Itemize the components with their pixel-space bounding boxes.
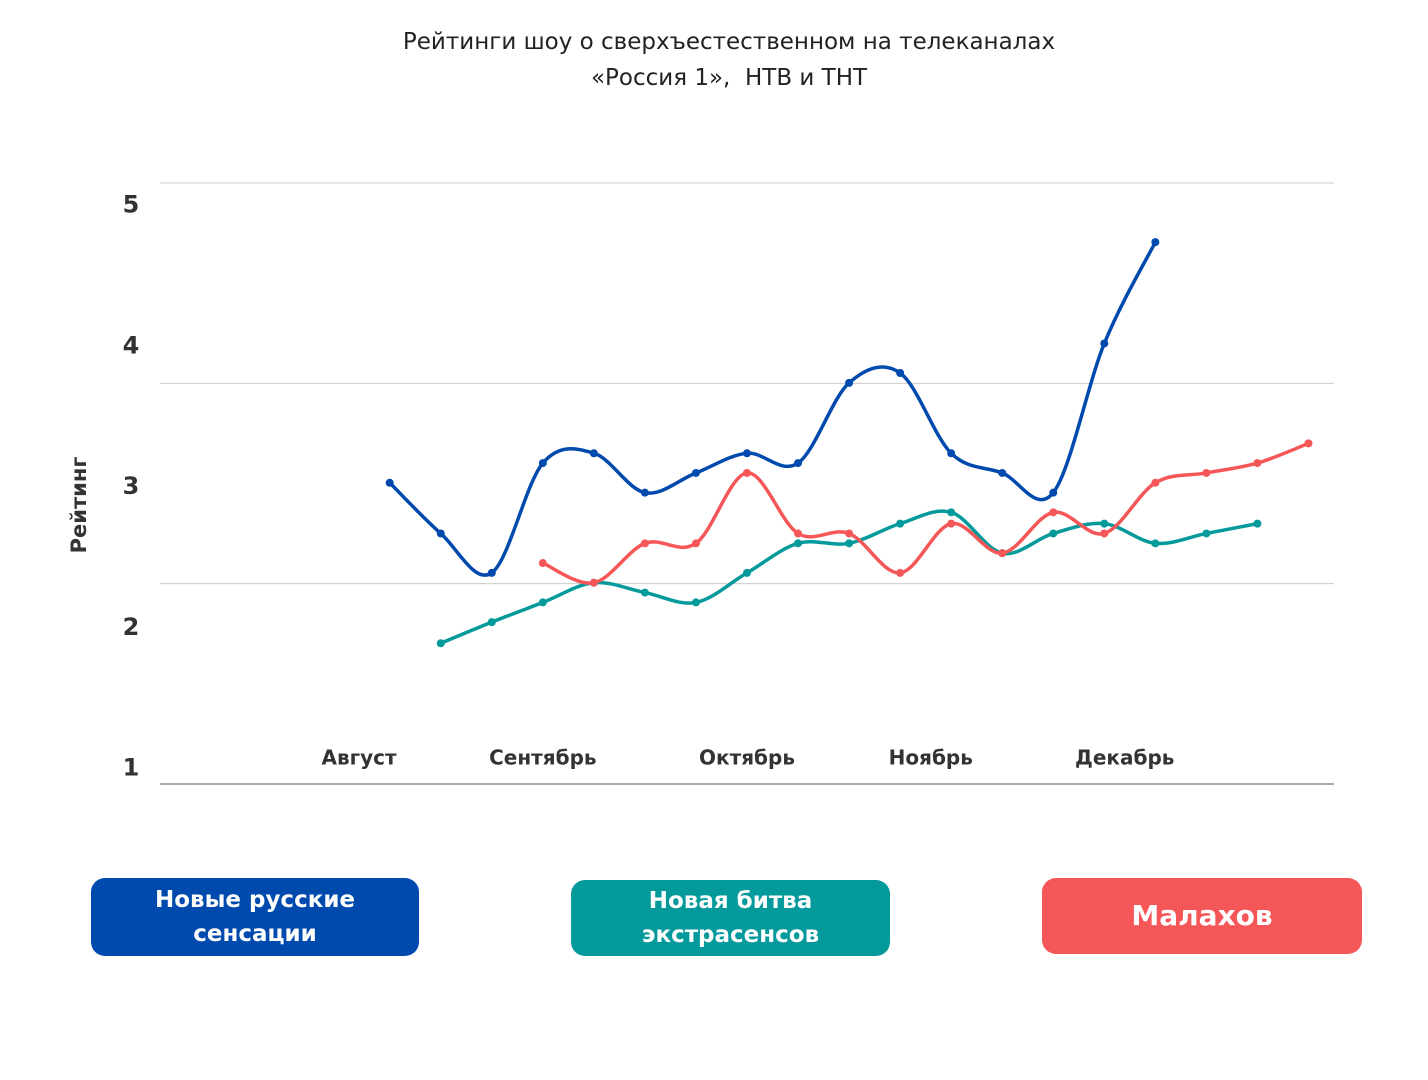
data-point — [1151, 478, 1160, 487]
series-line — [388, 241, 1157, 577]
legend-item[interactable]: Малахов — [1042, 878, 1362, 954]
data-point — [845, 378, 854, 387]
legend-item[interactable]: Новые русские сенсации — [91, 878, 419, 956]
x-tick-label: Декабрь — [1075, 746, 1174, 770]
data-point — [640, 539, 649, 548]
data-point — [947, 519, 956, 528]
chart-title: Рейтинги шоу о сверхъестественном на тел… — [402, 29, 1056, 91]
data-point — [538, 459, 547, 468]
data-point — [1049, 488, 1058, 497]
data-point — [691, 539, 700, 548]
y-tick-label: 4 — [123, 331, 140, 359]
data-point — [436, 529, 445, 538]
y-axis-label: Рейтинг — [67, 457, 91, 554]
data-point — [640, 488, 649, 497]
x-tick-label: Август — [322, 746, 397, 770]
data-point — [1253, 459, 1262, 468]
legend-item[interactable]: Новая битва экстрасенсов — [571, 880, 890, 956]
x-tick-label: Октябрь — [699, 746, 795, 770]
y-tick-label: 3 — [123, 472, 140, 500]
data-point — [794, 539, 803, 548]
y-tick-label: 1 — [123, 754, 140, 782]
data-point — [896, 369, 905, 378]
data-point — [794, 459, 803, 468]
data-point — [1100, 339, 1109, 348]
data-point — [589, 449, 598, 458]
series-line — [542, 441, 1310, 585]
data-point — [1202, 529, 1211, 538]
data-point — [794, 529, 803, 538]
data-point — [947, 508, 956, 517]
data-point — [1151, 238, 1160, 247]
data-point — [998, 549, 1007, 558]
data-point — [1253, 519, 1262, 528]
data-point — [538, 559, 547, 568]
data-point — [589, 578, 598, 587]
data-point — [436, 639, 445, 648]
x-tick-label: Сентябрь — [489, 746, 596, 770]
data-point — [487, 568, 496, 577]
y-tick-label: 5 — [123, 191, 140, 219]
data-point — [1100, 519, 1109, 528]
data-point — [743, 568, 751, 577]
x-tick-label: Ноябрь — [889, 746, 973, 770]
data-point — [1304, 439, 1313, 448]
data-point — [947, 449, 956, 458]
data-point — [998, 468, 1007, 477]
data-point — [1202, 468, 1211, 477]
data-point — [1100, 529, 1109, 538]
y-tick-label: 2 — [123, 613, 140, 641]
data-point — [487, 618, 496, 627]
data-point — [385, 478, 394, 487]
data-point — [538, 598, 547, 607]
data-point — [691, 598, 700, 607]
data-point — [845, 539, 854, 548]
data-point — [743, 468, 751, 477]
data-point — [1049, 529, 1058, 538]
data-point — [845, 529, 854, 538]
data-point — [1049, 508, 1058, 517]
data-point — [743, 449, 751, 458]
data-point — [896, 519, 905, 528]
data-point — [691, 468, 700, 477]
data-point — [896, 568, 905, 577]
data-point — [640, 588, 649, 597]
data-point — [1151, 539, 1160, 548]
